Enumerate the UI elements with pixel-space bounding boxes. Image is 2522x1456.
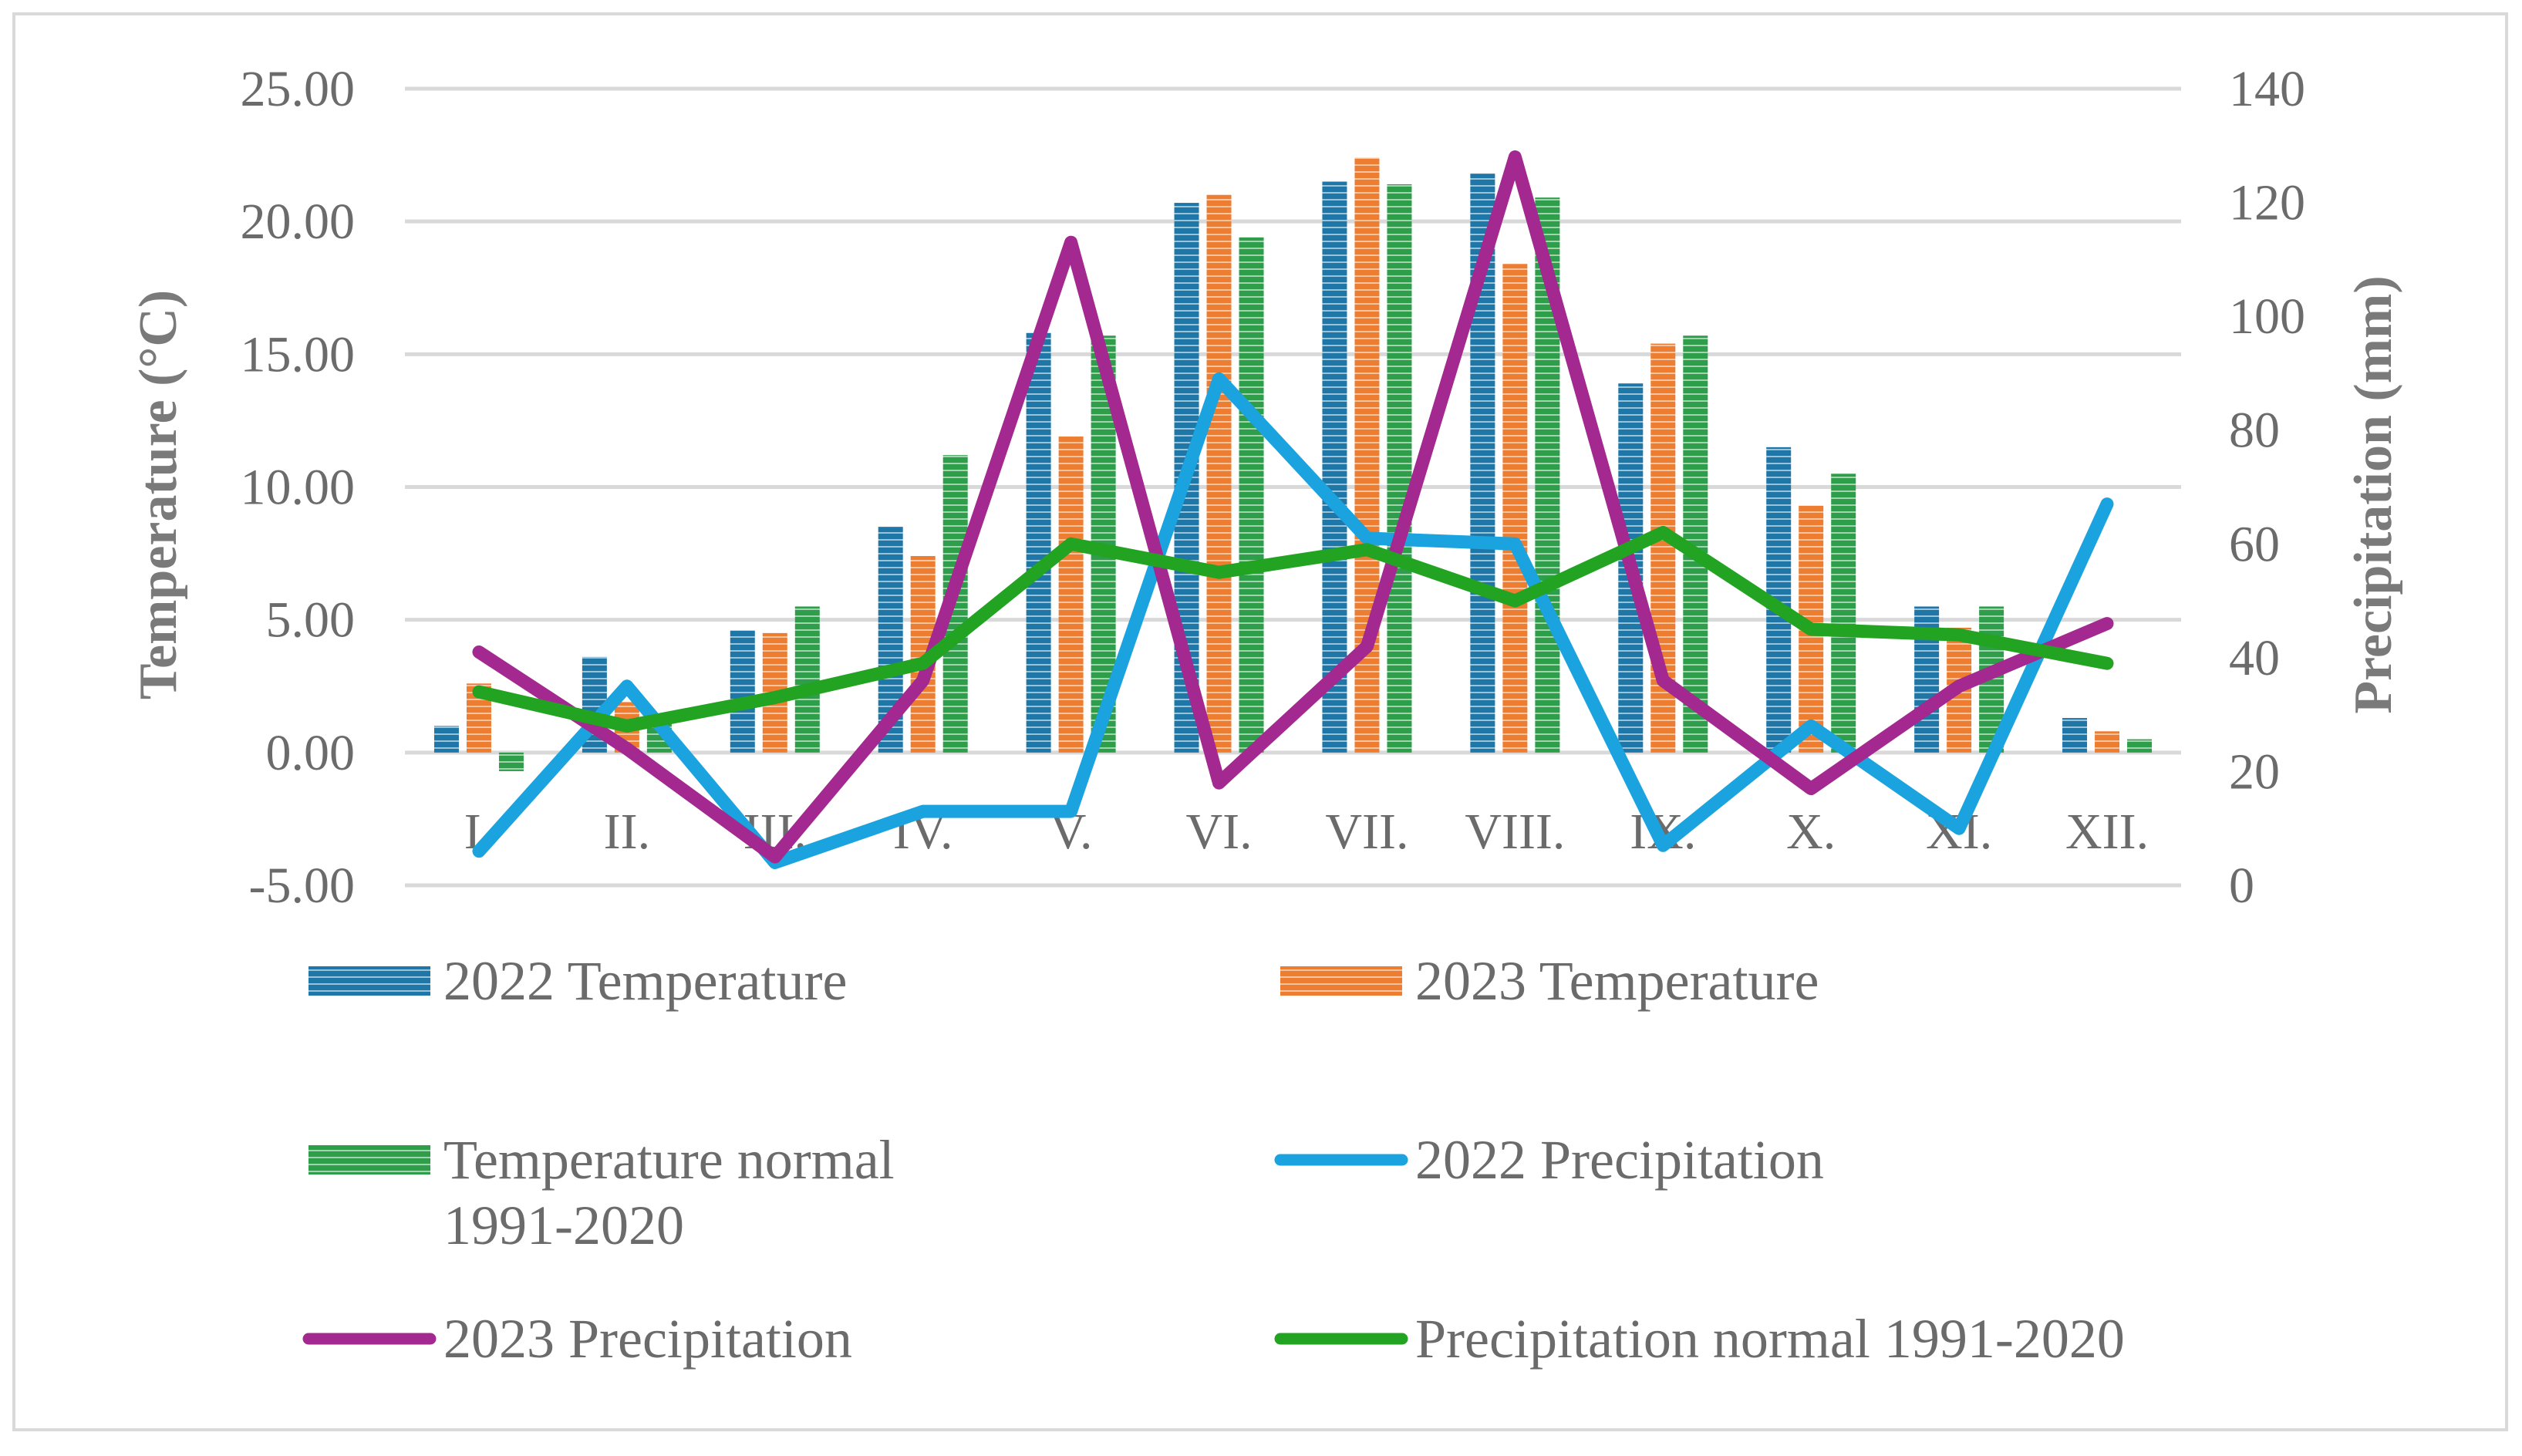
bar-2022-temperature-11: [2062, 718, 2088, 753]
right-tick-label: 40: [2229, 630, 2280, 686]
left-tick-label: 0.00: [266, 725, 356, 781]
x-tick-label: VIII.: [1465, 804, 1565, 860]
bar-temperature-normal-1991-2020-2: [794, 606, 820, 753]
bar-temperature-normal-1991-2020-5: [1239, 237, 1264, 753]
line-2023-precipitation: [472, 150, 2114, 864]
legend-label-2022-temperature: 2022 Temperature: [443, 950, 847, 1012]
line-precipitation-normal-1991-2020: [472, 526, 2114, 733]
legend-label-2023-precipitation: 2023 Precipitation: [443, 1308, 852, 1370]
legend-label-temperature-normal: Temperature normal: [443, 1129, 895, 1191]
right-tick-label: 120: [2229, 175, 2305, 231]
legend-label-2022-precipitation: 2022 Precipitation: [1415, 1129, 1824, 1191]
left-y-axis: -5.00 0.00 5.00 10.00 15.00 20.00 25.00 Tempera…: [129, 61, 355, 914]
right-y-axis: 0 20 40 60 80 100 120 140 Precipitation (mm): [2229, 61, 2403, 914]
bar-temperature-normal-1991-2020-6: [1387, 184, 1412, 753]
legend-label-temperature-normal-line2: 1991-2020: [443, 1195, 684, 1256]
bar-temperature-normal-1991-2020-9: [1831, 474, 1856, 753]
bar-2022-temperature-2: [730, 630, 755, 753]
bar-2023-temperature-7: [1502, 264, 1528, 753]
right-tick-label: 60: [2229, 516, 2280, 572]
bar-2023-temperature-11: [2095, 731, 2120, 753]
bar-2022-temperature-0: [433, 726, 459, 753]
right-tick-label: 0: [2229, 858, 2254, 914]
line-layer: [472, 150, 2114, 869]
x-tick-label: VI.: [1185, 804, 1252, 860]
x-tick-label: X.: [1786, 804, 1836, 860]
bar-2022-temperature-6: [1322, 181, 1347, 753]
left-tick-label: 10.00: [241, 460, 356, 516]
right-axis-title: Precipitation (mm): [2344, 275, 2403, 713]
right-tick-label: 80: [2229, 403, 2280, 459]
right-tick-label: 20: [2229, 743, 2280, 800]
bar-temperature-normal-1991-2020-11: [2127, 739, 2153, 753]
left-tick-label: 20.00: [241, 194, 356, 250]
x-tick-label: VII.: [1325, 804, 1408, 860]
bar-2023-temperature-4: [1058, 436, 1084, 753]
legend-swatch-2023-temperature: [1280, 966, 1402, 996]
left-tick-label: -5.00: [249, 858, 355, 914]
left-tick-label: 5.00: [266, 592, 356, 649]
legend: 2022 Temperature 2023 Temperature Temperat…: [302, 950, 2125, 1370]
x-tick-label: II.: [604, 804, 650, 860]
bar-2023-temperature-6: [1354, 157, 1380, 753]
left-tick-label: 25.00: [241, 61, 356, 117]
gridlines: [405, 86, 2181, 888]
left-axis-title: Temperature (°C): [129, 290, 188, 700]
legend-label-2023-temperature: 2023 Temperature: [1415, 950, 1819, 1012]
right-tick-label: 100: [2229, 288, 2305, 345]
legend-swatch-2022-temperature: [309, 966, 430, 996]
x-tick-label: XII.: [2065, 804, 2149, 860]
right-tick-label: 140: [2229, 61, 2305, 117]
bar-temperature-normal-1991-2020-0: [498, 752, 524, 771]
legend-label-precipitation-normal-1991-2020: Precipitation normal 1991-2020: [1415, 1308, 2125, 1370]
bar-2022-temperature-4: [1026, 332, 1051, 753]
bar-2023-temperature-5: [1206, 194, 1232, 753]
left-tick-label: 15.00: [241, 326, 356, 383]
legend-swatch-temperature-normal: [309, 1145, 430, 1175]
